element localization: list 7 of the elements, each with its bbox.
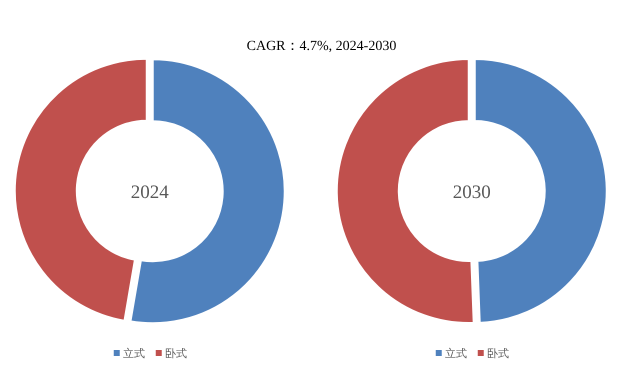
text: CAGR：4.7%, 2024-2030 (246, 39, 396, 54)
text: 2024 (130, 182, 170, 203)
text: 2030 (452, 182, 490, 203)
legend-label: 立式 (122, 347, 145, 360)
legend-label: 卧式 (164, 347, 187, 360)
legend-label: 卧式 (486, 347, 508, 360)
legend-label: 立式 (444, 347, 466, 360)
